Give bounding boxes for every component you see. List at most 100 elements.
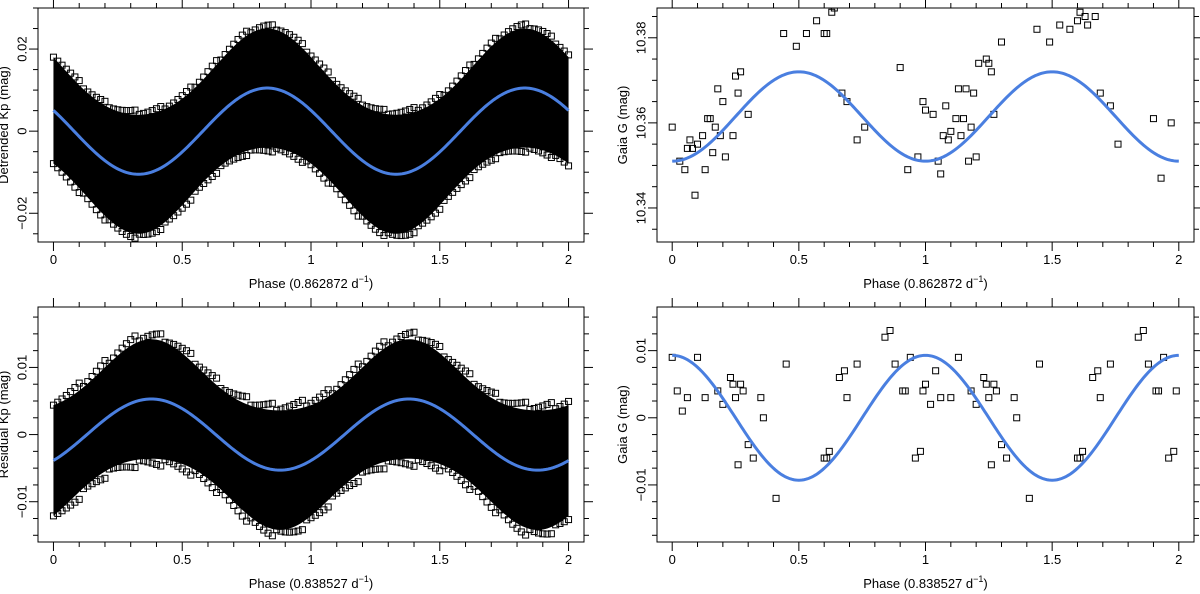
data-point: [363, 103, 371, 111]
data-point: [316, 60, 324, 68]
data-point: [1172, 387, 1180, 395]
data-point: [230, 502, 238, 509]
data-point: [290, 400, 298, 408]
data-point: [101, 97, 109, 105]
data-point: [954, 353, 962, 361]
data-point: [118, 106, 126, 114]
data-point: [268, 21, 276, 29]
data-point: [772, 494, 780, 502]
data-point: [97, 476, 105, 484]
data-point: [513, 399, 521, 407]
data-point: [565, 397, 573, 405]
y-tick-label: 0: [14, 431, 29, 438]
panel-residual-kp: 0 0.5 1 1.5 2 −0.01 0 0.01 Phase (0.838527 d−1) R…: [0, 298, 593, 591]
data-point: [423, 337, 431, 345]
data-point: [213, 169, 221, 177]
data-point: [526, 144, 534, 152]
data-point: [251, 146, 259, 154]
data-point: [230, 40, 238, 48]
data-point: [737, 68, 745, 76]
data-point: [389, 110, 397, 118]
data-point: [474, 487, 482, 495]
data-point: [970, 89, 978, 97]
data-point: [1003, 454, 1011, 462]
data-point: [530, 145, 538, 153]
data-point: [376, 465, 384, 473]
data-point: [929, 110, 937, 118]
data-point: [131, 464, 139, 472]
data-point: [255, 401, 263, 409]
data-point: [916, 447, 924, 455]
data-point: [1157, 174, 1165, 182]
data-point: [522, 148, 530, 156]
data-point: [122, 463, 130, 471]
data-point: [466, 174, 474, 182]
data-point: [178, 344, 186, 352]
data-point: [526, 405, 534, 413]
data-point: [721, 153, 729, 161]
data-point: [1079, 447, 1087, 455]
x-tick-label: 0: [669, 252, 676, 267]
data-point: [255, 24, 263, 32]
data-point: [556, 43, 564, 51]
data-point: [376, 342, 384, 350]
data-point: [1084, 21, 1092, 29]
data-point: [174, 342, 182, 350]
data-point: [157, 330, 165, 338]
data-point: [324, 503, 332, 511]
data-point: [492, 155, 500, 163]
data-point: [157, 226, 165, 234]
data-point: [457, 72, 465, 80]
data-point: [830, 8, 838, 12]
y-tick-label: 0.02: [14, 36, 29, 61]
y-tick-label: 10.36: [633, 107, 648, 140]
data-point: [97, 362, 105, 370]
data-point: [535, 529, 542, 537]
data-point: [539, 27, 547, 35]
data-point: [140, 230, 148, 238]
data-point: [75, 189, 83, 197]
data-point: [311, 56, 319, 64]
data-point: [260, 401, 268, 409]
data-point: [118, 463, 126, 471]
data-point: [942, 102, 950, 110]
data-point: [732, 72, 740, 80]
x-tick-label: 1: [307, 552, 314, 567]
data-point: [144, 332, 152, 340]
x-tick-label: 1: [922, 552, 929, 567]
model-curve: [672, 353, 1179, 482]
data-point: [714, 85, 722, 93]
data-point: [1170, 447, 1178, 455]
data-point: [127, 233, 135, 241]
data-point: [277, 405, 285, 413]
data-point: [543, 400, 551, 408]
data-point: [333, 185, 341, 193]
data-point: [823, 454, 831, 462]
data-point: [247, 146, 255, 154]
data-point: [384, 110, 392, 118]
data-point: [509, 520, 517, 528]
data-point: [135, 110, 143, 118]
data-point: [71, 384, 79, 392]
data-point: [105, 104, 113, 112]
data-point: [346, 482, 354, 490]
data-point: [470, 482, 478, 490]
y-tick-label: 0.01: [633, 338, 648, 363]
data-point: [547, 32, 555, 40]
data-point: [694, 353, 702, 361]
data-point: [105, 216, 113, 224]
data-point: [470, 60, 478, 68]
x-tick-label: 2: [1175, 252, 1182, 267]
data-point: [825, 447, 833, 455]
data-point: [487, 39, 495, 47]
data-point: [886, 327, 894, 334]
plot-area: [668, 327, 1180, 502]
data-point: [431, 209, 439, 217]
data-point: [170, 340, 178, 348]
data-point: [148, 107, 156, 115]
data-point: [517, 147, 525, 155]
data-point: [1073, 17, 1081, 25]
data-point: [513, 147, 521, 155]
data-point: [234, 507, 242, 515]
data-point: [500, 148, 508, 156]
